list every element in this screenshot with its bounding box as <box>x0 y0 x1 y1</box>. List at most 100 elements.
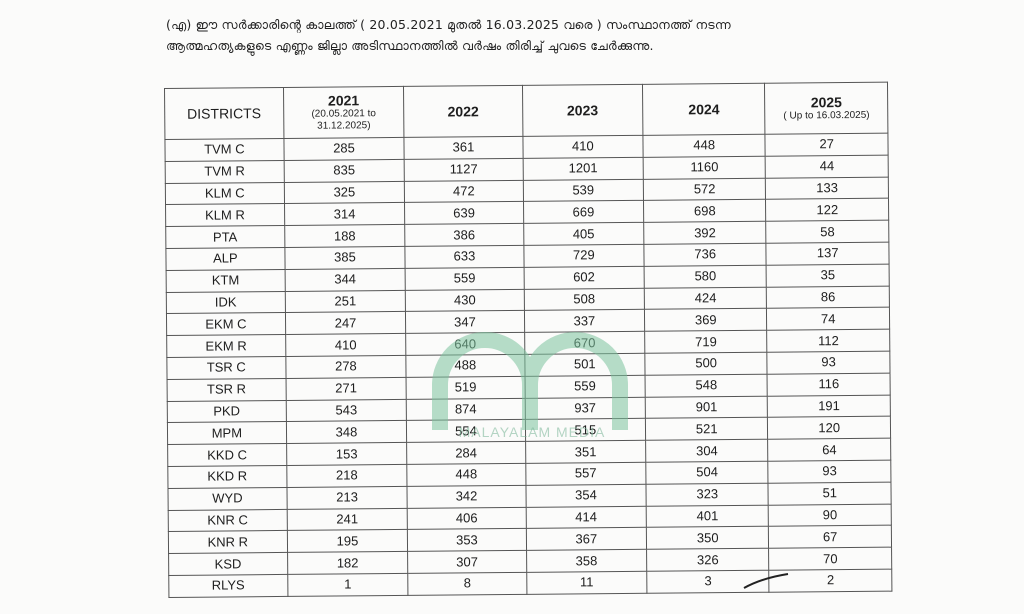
table-body: TVM C 285 361 410 448 27 TVM R 835 1127 1201 1160… <box>164 133 892 598</box>
cell-2025: 67 <box>768 525 892 549</box>
header-districts: DISTRICTS <box>164 87 284 140</box>
cell-2023: 729 <box>523 244 645 268</box>
cell-2022: 874 <box>406 397 526 421</box>
cell-2024: 901 <box>645 395 768 419</box>
cell-2022: 347 <box>405 310 525 334</box>
cell-2023: 501 <box>524 353 646 377</box>
cell-2025: 122 <box>765 198 889 222</box>
cell-2024: 548 <box>645 374 768 397</box>
header-2023: 2023 <box>522 84 643 137</box>
cell-2025: 74 <box>766 307 890 331</box>
cell-2023: 937 <box>524 396 646 420</box>
cell-2023: 337 <box>524 309 645 333</box>
suicide-statistics-table: DISTRICTS 2021 (20.05.2021 to 31.12.2025… <box>164 82 892 598</box>
cell-2023: 669 <box>523 200 644 224</box>
cell-2021: 218 <box>286 464 408 488</box>
cell-2021: 410 <box>285 333 407 357</box>
cell-2023: 11 <box>526 571 647 595</box>
cell-2023: 351 <box>525 440 646 464</box>
cell-2025: 70 <box>768 547 892 571</box>
cell-2022: 284 <box>406 441 526 465</box>
cell-2022: 488 <box>406 354 525 378</box>
cell-2022: 448 <box>407 463 526 487</box>
cell-2021: 278 <box>285 355 407 379</box>
cell-2025: 191 <box>767 394 891 418</box>
cell-2021: 314 <box>284 202 405 226</box>
cell-2025: 2 <box>769 569 892 592</box>
cell-2024: 521 <box>645 417 769 441</box>
cell-2024: 401 <box>646 504 769 528</box>
cell-2024: 369 <box>644 308 768 332</box>
cell-district: KTM <box>166 269 285 293</box>
cell-district: TVM R <box>165 160 285 184</box>
cell-district: KKD C <box>167 443 287 467</box>
cell-2021: 835 <box>283 159 405 183</box>
cell-2022: 353 <box>407 528 527 552</box>
cell-2025: 51 <box>768 481 892 505</box>
cell-2024: 424 <box>644 286 767 310</box>
cell-district: KLM R <box>165 203 285 227</box>
cell-2022: 386 <box>404 223 524 247</box>
cell-district: KNR C <box>168 508 288 532</box>
cell-2025: 27 <box>765 133 889 157</box>
cell-2021: 271 <box>285 377 407 401</box>
cell-2021: 247 <box>285 311 406 335</box>
cell-2023: 602 <box>523 266 645 289</box>
cell-2025: 44 <box>765 154 889 178</box>
cell-2025: 133 <box>765 176 889 200</box>
cell-2025: 58 <box>766 220 889 244</box>
cell-2023: 410 <box>522 135 644 159</box>
cell-2024: 572 <box>643 177 766 201</box>
cell-district: PTA <box>165 225 285 249</box>
cell-2025: 86 <box>766 285 890 309</box>
cell-2025: 112 <box>767 329 890 353</box>
cell-2024: 736 <box>643 243 767 267</box>
cell-2025: 64 <box>768 438 891 462</box>
cell-2024: 3 <box>646 570 770 594</box>
header-2021: 2021 (20.05.2021 to 31.12.2025) <box>283 86 405 139</box>
cell-2025: 116 <box>767 372 891 396</box>
cell-2021: 213 <box>286 486 408 509</box>
cell-district: ALP <box>165 247 285 271</box>
cell-2024: 1160 <box>643 156 766 179</box>
header-2022: 2022 <box>403 85 523 138</box>
cell-2022: 519 <box>406 376 525 399</box>
cell-2022: 640 <box>405 332 525 356</box>
cell-2024: 326 <box>646 548 770 572</box>
cell-2021: 1 <box>287 573 409 597</box>
header-2021-year: 2021 <box>327 92 360 109</box>
cell-2024: 580 <box>644 265 767 288</box>
cell-2021: 285 <box>283 137 405 161</box>
cell-2022: 633 <box>405 245 524 269</box>
cell-2024: 350 <box>646 526 769 550</box>
cell-2023: 539 <box>522 178 644 202</box>
cell-2021: 385 <box>284 246 406 270</box>
cell-2025: 93 <box>768 460 891 483</box>
cell-2021: 153 <box>286 442 408 466</box>
cell-2025: 120 <box>767 416 891 440</box>
cell-2022: 361 <box>404 136 523 160</box>
cell-2023: 354 <box>525 484 647 507</box>
header-2025: 2025 ( Up to 16.03.2025) <box>764 82 888 135</box>
header-2025-year: 2025 <box>810 94 842 111</box>
cell-district: EKM C <box>166 312 286 336</box>
cell-2021: 182 <box>287 551 408 575</box>
cell-district: TVM C <box>164 138 284 162</box>
cell-2023: 1201 <box>522 157 644 180</box>
cell-district: MPM <box>167 421 287 445</box>
cell-2023: 557 <box>525 462 647 486</box>
cell-district: KLM C <box>165 182 285 205</box>
cell-2022: 554 <box>406 419 526 443</box>
table-header-row: DISTRICTS 2021 (20.05.2021 to 31.12.2025… <box>164 82 888 140</box>
cell-2023: 515 <box>525 418 646 442</box>
cell-district: KSD <box>168 552 288 576</box>
cell-district: TSR C <box>166 356 286 380</box>
cell-2022: 639 <box>404 201 524 225</box>
caption-line-2: ആത്മഹത്യകളുടെ എണ്ണം ജില്ലാ അടിസ്ഥാനത്തിൽ… <box>166 38 654 53</box>
caption-text: (എ) ഈ സർക്കാരിന്റെ കാലത്ത് ( 20.05.2021 … <box>166 14 866 56</box>
cell-2023: 670 <box>524 331 645 355</box>
cell-2021: 543 <box>285 398 407 422</box>
cell-2022: 342 <box>407 485 526 508</box>
cell-district: TSR R <box>167 378 286 402</box>
